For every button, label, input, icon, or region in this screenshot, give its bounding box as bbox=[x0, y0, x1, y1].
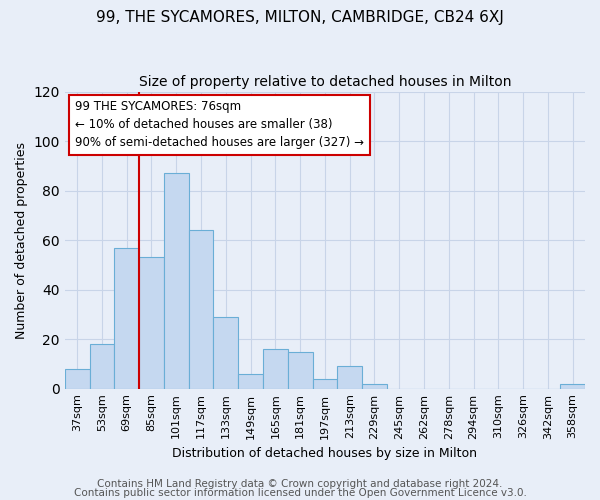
Bar bbox=[164, 174, 188, 388]
Text: 99, THE SYCAMORES, MILTON, CAMBRIDGE, CB24 6XJ: 99, THE SYCAMORES, MILTON, CAMBRIDGE, CB… bbox=[96, 10, 504, 25]
Bar bbox=[89, 344, 115, 389]
Text: Contains public sector information licensed under the Open Government Licence v3: Contains public sector information licen… bbox=[74, 488, 526, 498]
Bar bbox=[263, 349, 288, 389]
Bar bbox=[115, 248, 139, 388]
Bar bbox=[560, 384, 585, 388]
Text: Contains HM Land Registry data © Crown copyright and database right 2024.: Contains HM Land Registry data © Crown c… bbox=[97, 479, 503, 489]
Bar bbox=[337, 366, 362, 388]
X-axis label: Distribution of detached houses by size in Milton: Distribution of detached houses by size … bbox=[172, 447, 478, 460]
Bar bbox=[139, 258, 164, 388]
Bar bbox=[362, 384, 387, 388]
Title: Size of property relative to detached houses in Milton: Size of property relative to detached ho… bbox=[139, 75, 511, 89]
Text: 99 THE SYCAMORES: 76sqm
← 10% of detached houses are smaller (38)
90% of semi-de: 99 THE SYCAMORES: 76sqm ← 10% of detache… bbox=[75, 100, 364, 150]
Bar bbox=[238, 374, 263, 388]
Bar bbox=[313, 379, 337, 388]
Bar bbox=[214, 317, 238, 388]
Y-axis label: Number of detached properties: Number of detached properties bbox=[15, 142, 28, 338]
Bar bbox=[65, 369, 89, 388]
Bar bbox=[288, 352, 313, 389]
Bar bbox=[188, 230, 214, 388]
